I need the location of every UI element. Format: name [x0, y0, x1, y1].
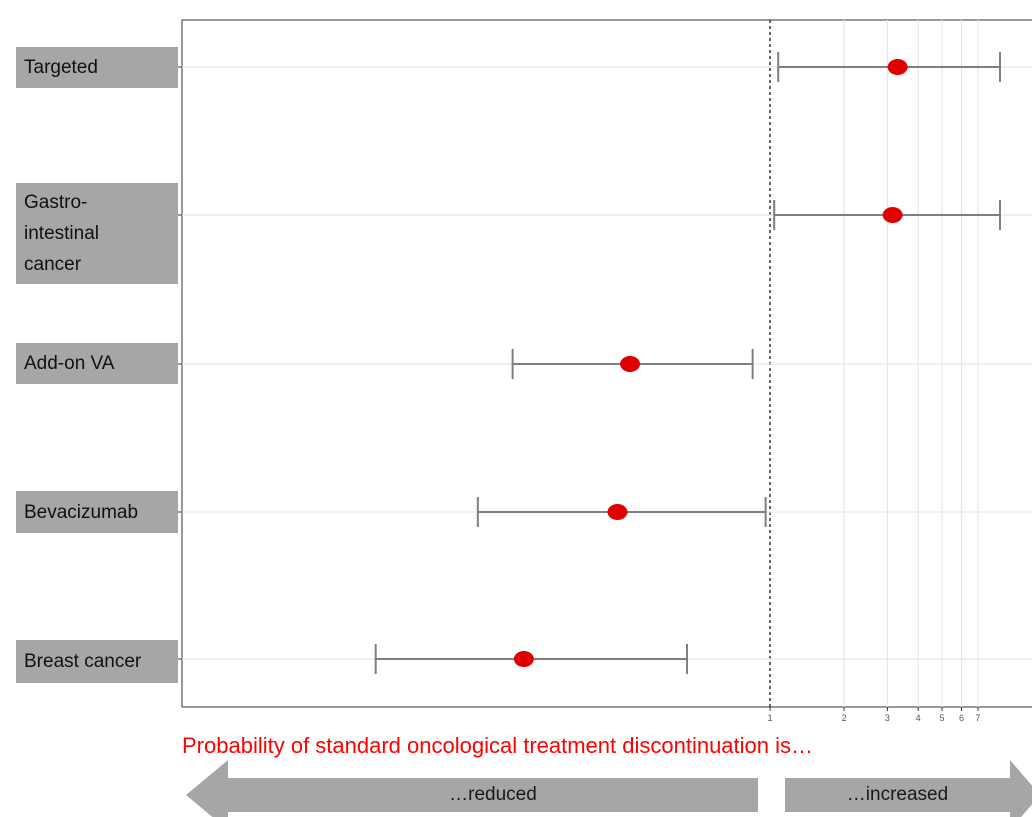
x-tick-label: 2: [842, 713, 847, 723]
point-estimate: [513, 651, 534, 667]
row-label-box: Targeted: [16, 47, 178, 88]
forest-rows: [178, 52, 1032, 674]
row-label: Targeted: [24, 57, 98, 78]
row-label: Breast cancer: [24, 651, 142, 672]
x-tick-label: 4: [916, 713, 921, 723]
x-tick-label: 3: [885, 713, 890, 723]
x-axis-caption: Probability of standard oncological trea…: [182, 733, 814, 758]
row-label: Bevacizumab: [24, 501, 139, 523]
reduced-arrow: [186, 760, 758, 817]
row-label-box: Bevacizumab: [16, 491, 178, 533]
x-axis-ticks: 1 2 3 4 5 6 7: [767, 707, 981, 723]
x-tick-label: 5: [940, 713, 945, 723]
row-label-box: Gastro- intestinal cancer: [16, 183, 178, 284]
increased-label: …increased: [846, 784, 949, 805]
point-estimate: [887, 59, 908, 75]
row-label-box: Add-on VA: [16, 343, 178, 384]
increased-arrow: [785, 760, 1032, 817]
x-tick-label: 6: [959, 713, 964, 723]
point-estimate: [620, 356, 641, 372]
point-estimate: [607, 504, 628, 520]
row-label-box: Breast cancer: [16, 640, 178, 683]
x-tick-label: 1: [767, 713, 772, 723]
row-label: Add-on VA: [24, 353, 115, 374]
x-tick-label: 7: [975, 713, 980, 723]
point-estimate: [882, 207, 903, 223]
row-label: Gastro- intestinal cancer: [24, 192, 99, 275]
reduced-label: …reduced: [449, 784, 537, 805]
